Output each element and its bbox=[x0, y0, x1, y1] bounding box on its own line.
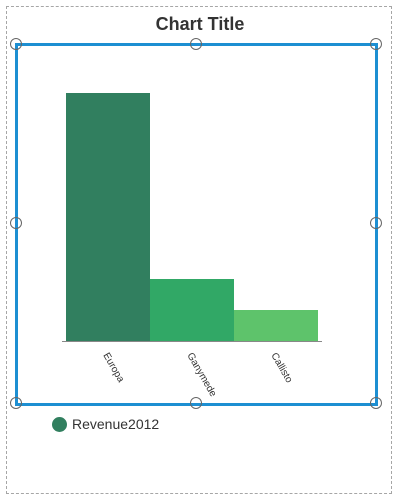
resize-handle-bottom-center[interactable] bbox=[190, 397, 202, 409]
bar-ganymede[interactable] bbox=[150, 279, 234, 341]
resize-handle-middle-left[interactable] bbox=[10, 217, 22, 229]
legend: Revenue2012 bbox=[52, 416, 159, 432]
resize-handle-top-left[interactable] bbox=[10, 38, 22, 50]
resize-handle-bottom-left[interactable] bbox=[10, 397, 22, 409]
chart-container bbox=[6, 6, 392, 494]
legend-swatch bbox=[52, 416, 67, 432]
resize-handle-top-center[interactable] bbox=[190, 38, 202, 50]
bar-europa[interactable] bbox=[66, 93, 150, 341]
resize-handle-bottom-right[interactable] bbox=[370, 397, 382, 409]
bar-callisto[interactable] bbox=[234, 310, 318, 341]
selection-frame[interactable] bbox=[15, 43, 378, 406]
legend-label: Revenue2012 bbox=[72, 416, 160, 432]
resize-handle-top-right[interactable] bbox=[370, 38, 382, 50]
chart-title[interactable]: Chart Title bbox=[155, 14, 245, 34]
resize-handle-middle-right[interactable] bbox=[370, 217, 382, 229]
